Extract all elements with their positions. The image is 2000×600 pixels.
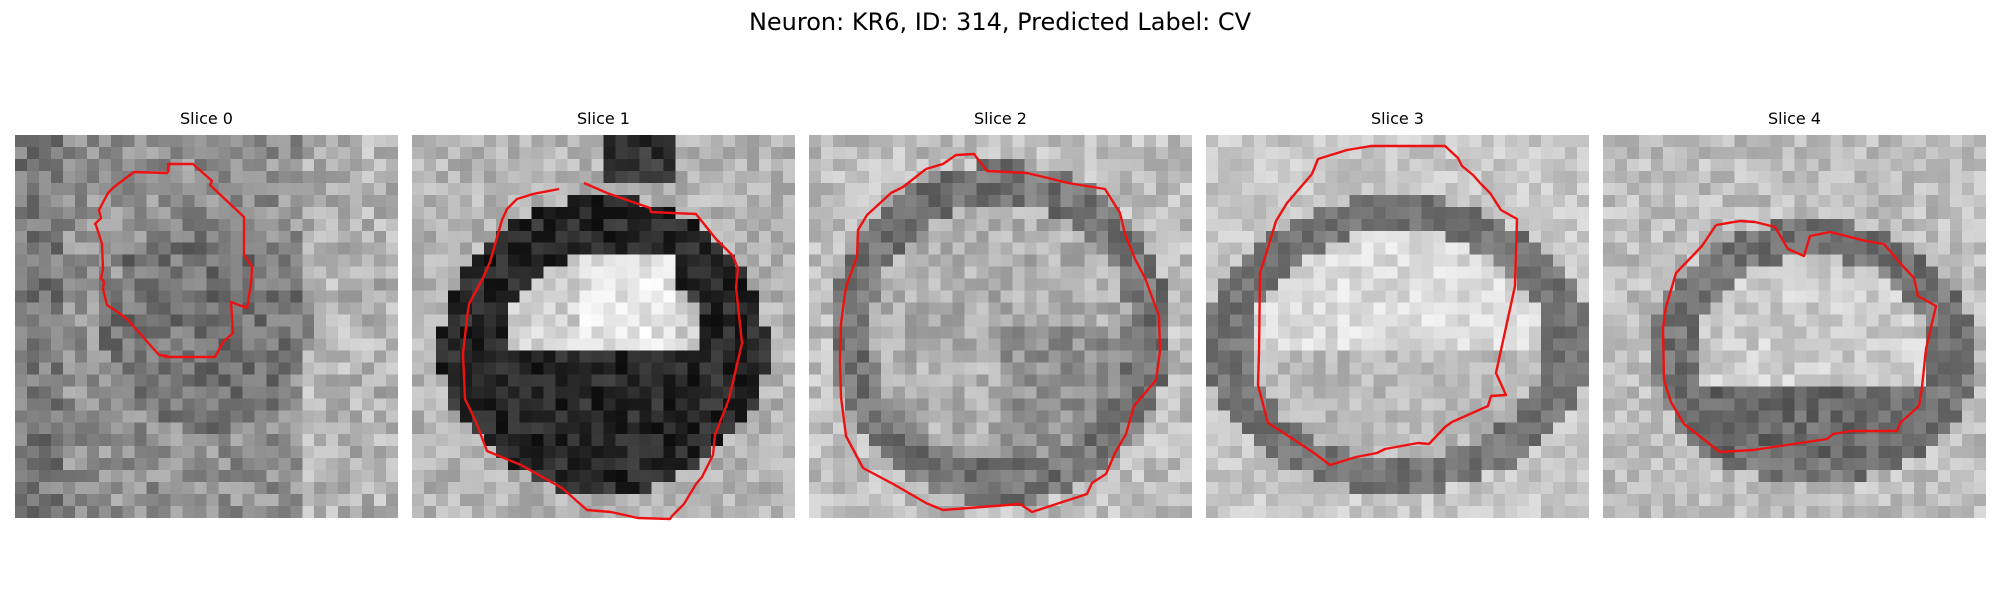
slice-grayscale-image: [15, 135, 398, 518]
slice-grayscale-image: [1206, 135, 1589, 518]
slice-image: [1603, 135, 1986, 518]
slice-image: [809, 135, 1192, 518]
slice-title: Slice 2: [974, 109, 1027, 128]
slice-grayscale-image: [1603, 135, 1986, 518]
segmentation-contour: [93, 162, 254, 359]
slice-image: [1206, 135, 1589, 518]
segmentation-contour: [1256, 144, 1519, 467]
figure-title: Neuron: KR6, ID: 314, Predicted Label: C…: [748, 8, 1252, 36]
segmentation-contour: [461, 181, 744, 521]
slice-title: Slice 1: [577, 109, 630, 128]
slice-grayscale-image: [809, 135, 1192, 518]
slice-image: [15, 135, 398, 518]
segmentation-contour: [1661, 219, 1938, 454]
slice-title: Slice 3: [1371, 109, 1424, 128]
slice-title: Slice 4: [1768, 109, 1821, 128]
slice-grayscale-image: [412, 135, 795, 518]
segmentation-contour: [838, 152, 1162, 514]
slice-title: Slice 0: [180, 109, 233, 128]
slice-image: [412, 135, 795, 521]
